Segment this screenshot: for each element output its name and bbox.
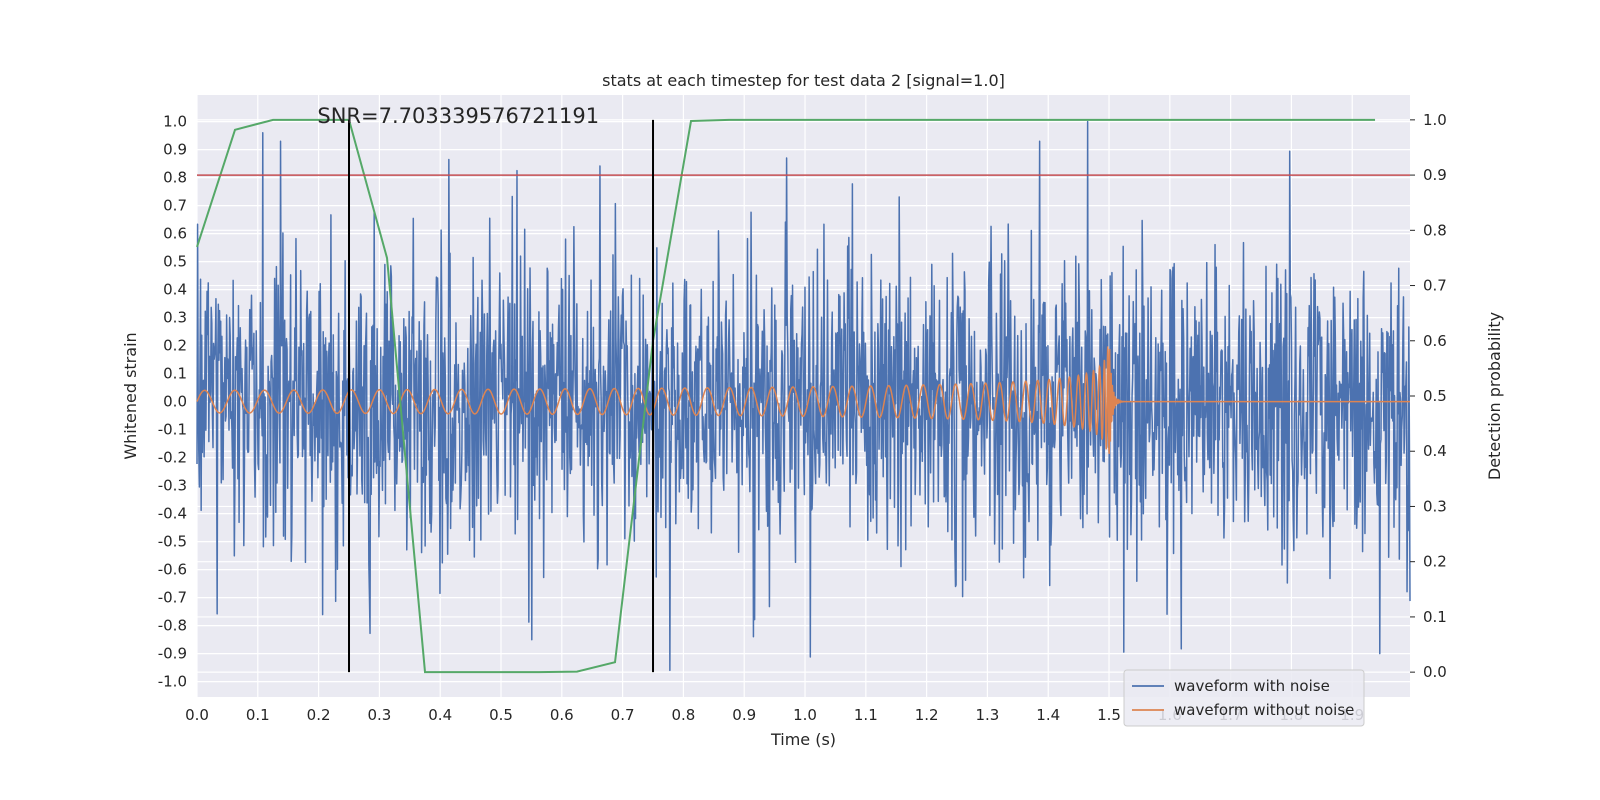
- x-tick-label: 1.1: [854, 706, 878, 724]
- y2-tick-label: 0.7: [1423, 277, 1447, 295]
- legend-box: [1123, 669, 1365, 727]
- y2-tick-label: 0.0: [1423, 663, 1447, 681]
- x-tick-label: 0.4: [428, 706, 452, 724]
- x-tick-label: 1.5: [1097, 706, 1121, 724]
- y-tick-label: -0.3: [158, 477, 187, 495]
- y-tick-label: -0.9: [158, 645, 187, 663]
- y-tick-label: -0.5: [158, 533, 187, 551]
- y-tick-label: -0.4: [158, 505, 187, 523]
- markers-layer: [197, 119, 1410, 673]
- x-tick-label: 1.2: [915, 706, 939, 724]
- x-tick-label: 0.0: [185, 706, 209, 724]
- y2-tick-label: 0.6: [1423, 332, 1447, 350]
- y-tick-label: 0.9: [163, 141, 187, 159]
- y2-tick-label: 0.5: [1423, 387, 1447, 405]
- y2-tick-label: 1.0: [1423, 111, 1447, 129]
- series-detection-probability: [196, 118, 1376, 674]
- y-tick-label: -1.0: [158, 673, 187, 691]
- legend-label-noise: waveform with noise: [1174, 677, 1330, 695]
- chart-title: stats at each timestep for test data 2 […: [602, 71, 1005, 90]
- y-tick-label: -0.6: [158, 561, 187, 579]
- x-tick-label: 1.4: [1036, 706, 1060, 724]
- x-tick-label: 0.6: [550, 706, 574, 724]
- y2-tick-label: 0.9: [1423, 166, 1447, 184]
- y2-tick-label: 0.8: [1423, 221, 1447, 239]
- snr-annotation: SNR=7.703339576721191: [317, 104, 599, 128]
- y-tick-label: 0.2: [163, 337, 187, 355]
- y2-axis-ticks: 1.0 0.9 0.8 0.7 0.6 0.5 0.4 0.3 0.2 0.1 0.0: [1410, 111, 1447, 681]
- y-tick-label: 0.4: [163, 281, 187, 299]
- x-tick-label: 0.5: [489, 706, 513, 724]
- y-tick-label: 0.8: [163, 169, 187, 187]
- y-tick-label: -0.1: [158, 421, 187, 439]
- y2-axis-label: Detection probability: [1485, 312, 1504, 480]
- legend: waveform with noise waveform without noi…: [1123, 669, 1365, 727]
- y-tick-label: 0.1: [163, 365, 187, 383]
- series-layer: [196, 118, 1411, 674]
- x-tick-label: 0.7: [611, 706, 635, 724]
- y-tick-label: 0.0: [163, 393, 187, 411]
- y-tick-label: 0.7: [163, 197, 187, 215]
- y-tick-label: 0.5: [163, 253, 187, 271]
- y-tick-label: -0.2: [158, 449, 187, 467]
- y-axis-ticks: 1.0 0.9 0.8 0.7 0.6 0.5 0.4 0.3 0.2 0.1 0.0 -0.1 -0.…: [158, 113, 187, 691]
- x-axis-label: Time (s): [770, 730, 836, 749]
- y-tick-label: 0.3: [163, 309, 187, 327]
- x-tick-label: 0.8: [671, 706, 695, 724]
- x-tick-label: 1.0: [793, 706, 817, 724]
- x-tick-label: 0.3: [367, 706, 391, 724]
- y-tick-label: -0.8: [158, 617, 187, 635]
- y2-tick-label: 0.2: [1423, 553, 1447, 571]
- x-tick-label: 1.3: [975, 706, 999, 724]
- y2-tick-label: 0.1: [1423, 608, 1447, 626]
- x-tick-label: 0.2: [307, 706, 331, 724]
- y2-tick-label: 0.3: [1423, 497, 1447, 515]
- x-tick-label: 0.1: [246, 706, 270, 724]
- y-axis-label: Whitened strain: [121, 332, 140, 459]
- y-tick-label: 0.6: [163, 225, 187, 243]
- y-tick-label: 1.0: [163, 113, 187, 131]
- y2-tick-label: 0.4: [1423, 442, 1447, 460]
- y-tick-label: -0.7: [158, 589, 187, 607]
- x-tick-label: 0.9: [732, 706, 756, 724]
- legend-label-clean: waveform without noise: [1174, 701, 1354, 719]
- series-waveform-without-noise: [196, 346, 1410, 454]
